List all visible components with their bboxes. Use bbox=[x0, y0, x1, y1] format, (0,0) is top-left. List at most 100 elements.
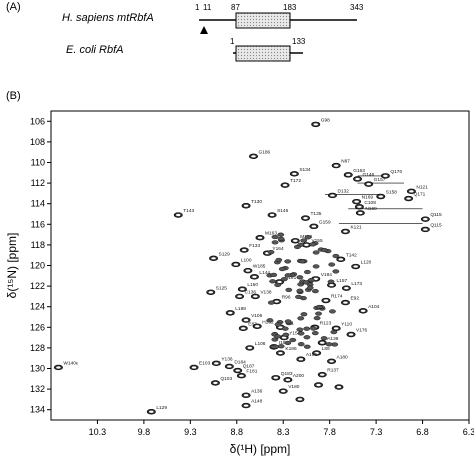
peak-label: Q183 bbox=[281, 371, 293, 377]
peak-contour bbox=[330, 329, 338, 335]
x-tick-label: 7.3 bbox=[370, 427, 383, 437]
panel-b-label: (B) bbox=[6, 90, 21, 102]
peak-contour-inner bbox=[243, 394, 249, 397]
peak-label: V106 bbox=[251, 313, 263, 319]
peak-contour bbox=[303, 344, 311, 349]
peak-contour bbox=[304, 235, 312, 240]
peak-label: L89 bbox=[322, 346, 330, 352]
peak-contour-inner bbox=[227, 365, 232, 368]
peak-contour-inner bbox=[252, 275, 257, 278]
y-tick-label: 108 bbox=[30, 137, 45, 147]
peak-label: D184 bbox=[234, 359, 246, 365]
peak-contour-inner bbox=[242, 248, 247, 252]
peak-label: G186 bbox=[258, 149, 270, 155]
peak-contour-inner bbox=[314, 351, 319, 355]
peak-contour bbox=[310, 326, 317, 331]
peak-contour bbox=[277, 344, 285, 349]
peak-contour-inner bbox=[316, 383, 321, 387]
peak-contour bbox=[285, 287, 293, 293]
peak-contour bbox=[312, 264, 320, 269]
peak-contour-inner bbox=[348, 333, 354, 336]
y-tick-label: 122 bbox=[30, 281, 45, 291]
peak-label: E87 bbox=[248, 321, 257, 327]
peak-label: G146 bbox=[363, 172, 375, 178]
y-axis-label: δ(¹⁵N) [ppm] bbox=[5, 233, 19, 299]
peak-label: C108 bbox=[364, 200, 376, 206]
peak-label: V155 bbox=[311, 238, 323, 244]
peak-contour-inner bbox=[176, 213, 181, 217]
peak-contour-inner bbox=[281, 390, 286, 393]
peak-label: Q171 bbox=[414, 192, 426, 198]
peak-contour-inner bbox=[355, 177, 360, 181]
human-res-1: 1 bbox=[195, 3, 200, 12]
peak-label: F181 bbox=[246, 369, 257, 375]
peak-contour-inner bbox=[241, 327, 246, 330]
x-tick-label: 6.8 bbox=[416, 427, 429, 437]
peak-label: D132 bbox=[337, 188, 349, 194]
peak-contour bbox=[332, 269, 340, 274]
peak-contour-inner bbox=[293, 239, 298, 242]
human-res-343: 343 bbox=[350, 3, 364, 12]
ecoli-res-1: 1 bbox=[230, 37, 235, 46]
peak-contour bbox=[313, 316, 321, 321]
peak-contour bbox=[297, 331, 305, 336]
peak-label: M163 bbox=[265, 231, 277, 237]
peak-contour-inner bbox=[329, 360, 334, 363]
peak-contour-inner bbox=[251, 155, 256, 158]
x-tick-label: 9.8 bbox=[138, 427, 151, 437]
peak-contour bbox=[289, 337, 297, 343]
human-domain-box bbox=[235, 12, 291, 29]
peak-contour bbox=[284, 340, 292, 346]
peak-contour-inner bbox=[243, 204, 249, 207]
human-res-11: 11 bbox=[203, 3, 212, 12]
y-tick-label: 118 bbox=[31, 240, 45, 250]
peak-contour bbox=[311, 331, 319, 336]
peak-contour-inner bbox=[303, 217, 308, 220]
peak-label: E103 bbox=[199, 360, 211, 366]
cleavage-arrowhead-icon bbox=[200, 26, 208, 34]
y-tick-label: 126 bbox=[30, 322, 45, 332]
peak-contour bbox=[266, 318, 274, 323]
peak-label: A136 bbox=[251, 388, 263, 394]
peak-contour-inner bbox=[311, 225, 317, 228]
ecoli-protein-name: E. coli RbfA bbox=[66, 44, 124, 56]
peak-contour-inner bbox=[423, 228, 428, 231]
peak-label: A186 bbox=[306, 352, 318, 358]
peak-contour-inner bbox=[343, 230, 348, 233]
peak-label: E92 bbox=[350, 296, 359, 302]
peak-contour bbox=[327, 279, 335, 284]
y-tick-label: 110 bbox=[31, 158, 45, 168]
peak-label: I161 bbox=[279, 340, 289, 346]
peak-contour-inner bbox=[313, 277, 318, 280]
peak-contour bbox=[272, 344, 279, 349]
peak-contour bbox=[325, 342, 333, 347]
peak-contour bbox=[284, 259, 292, 264]
peak-contour-inner bbox=[298, 358, 304, 361]
peak-contour bbox=[284, 319, 292, 324]
ecoli-res-133: 133 bbox=[292, 37, 306, 46]
peak-label: V138 bbox=[260, 289, 272, 295]
peak-contour-inner bbox=[378, 195, 383, 198]
peak-contour bbox=[274, 282, 282, 288]
peak-contour bbox=[278, 266, 286, 272]
y-tick-label: 116 bbox=[31, 219, 45, 229]
peak-contour bbox=[274, 334, 282, 339]
peak-label: R123 bbox=[320, 320, 332, 326]
peak-contour-inner bbox=[383, 174, 388, 177]
peak-contour-inner bbox=[243, 404, 249, 407]
peak-label: L144 bbox=[259, 270, 270, 276]
peak-label: F133 bbox=[249, 243, 260, 249]
peak-contour-inner bbox=[255, 325, 260, 328]
peak-contour bbox=[271, 234, 279, 240]
x-tick-label: 8.8 bbox=[231, 427, 244, 437]
peak-contour bbox=[297, 316, 305, 321]
peak-contour bbox=[275, 257, 283, 263]
peak-contour-inner bbox=[214, 362, 219, 365]
peak-contour-inner bbox=[208, 291, 213, 294]
peak-contour bbox=[306, 285, 314, 290]
peak-contour-inner bbox=[239, 374, 244, 377]
peak-contour-inner bbox=[343, 301, 348, 304]
x-tick-label: 10.3 bbox=[89, 427, 107, 437]
peak-contour bbox=[312, 289, 319, 294]
peak-label: G98 bbox=[321, 117, 330, 123]
